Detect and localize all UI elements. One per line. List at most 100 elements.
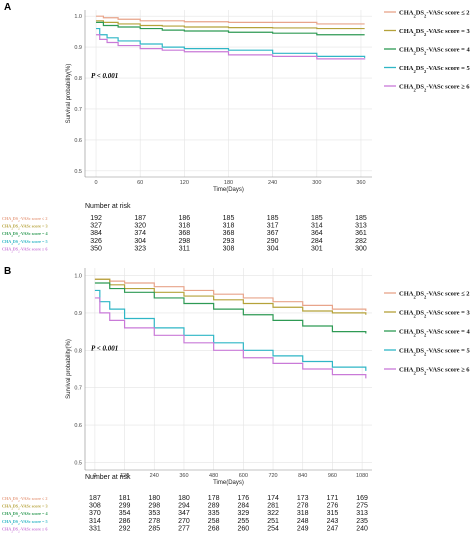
series-line-s2	[96, 15, 365, 25]
risk-value: 322	[267, 510, 279, 517]
risk-value: 318	[223, 223, 235, 230]
risk-row-label-s6: CHA2DS2-VASc score ≥ 6	[2, 526, 47, 533]
risk-row-label-s5: CHA2DS2-VASc score = 5	[2, 519, 48, 526]
risk-value: 320	[134, 223, 146, 230]
risk-value: 249	[297, 525, 309, 532]
x-tick-label: 0	[95, 180, 98, 186]
panel-letter: B	[4, 266, 11, 277]
risk-value: 354	[119, 510, 131, 517]
series-line-s6	[96, 34, 366, 60]
risk-value: 290	[267, 238, 279, 245]
risk-value: 308	[223, 245, 235, 252]
x-tick-label: 720	[268, 473, 277, 479]
risk-value: 278	[148, 518, 160, 525]
risk-value: 173	[297, 495, 309, 502]
risk-value: 185	[267, 215, 279, 222]
legend-label-s5: CHA2DS2-VASc score = 5	[399, 347, 470, 356]
risk-value: 329	[238, 510, 250, 517]
risk-value: 361	[355, 230, 367, 237]
y-tick-label: 0.5	[74, 461, 82, 467]
risk-value: 350	[90, 245, 102, 252]
risk-value: 178	[208, 495, 220, 502]
x-tick-label: 1080	[356, 473, 368, 479]
risk-value: 277	[178, 525, 190, 532]
risk-value: 187	[89, 495, 101, 502]
legend-label-s4: CHA2DS2-VASc score = 4	[399, 328, 470, 337]
risk-value: 327	[90, 223, 102, 230]
y-tick-label: 0.9	[74, 45, 82, 51]
risk-value: 254	[267, 525, 279, 532]
legend-label-s3: CHA2DS2-VASc score = 3	[399, 309, 470, 318]
risk-value: 318	[297, 510, 309, 517]
legend-label-s2: CHA2DS2-VASc score ≤ 2	[399, 9, 470, 17]
risk-value: 285	[148, 525, 160, 532]
y-tick-label: 0.8	[74, 348, 82, 354]
risk-value: 292	[119, 525, 131, 532]
risk-value: 240	[356, 525, 368, 532]
risk-value: 347	[178, 510, 190, 517]
x-tick-label: 360	[356, 180, 365, 186]
p-value-annotation: P < 0.001	[91, 72, 118, 80]
x-tick-label: 120	[120, 473, 129, 479]
series-line-s3	[94, 278, 367, 315]
risk-row-label-s4: CHA2DS2-VASc score = 4	[2, 511, 48, 518]
risk-value: 353	[148, 510, 160, 517]
x-tick-label: 240	[268, 180, 277, 186]
risk-value: 367	[267, 230, 279, 237]
y-tick-label: 0.8	[74, 76, 82, 82]
risk-value: 298	[148, 503, 160, 510]
p-value-annotation: P < 0.001	[91, 344, 118, 352]
y-tick-label: 1.0	[74, 14, 82, 20]
legend-label-s3: CHA2DS2-VASc score = 3	[399, 28, 470, 37]
risk-value: 176	[238, 495, 250, 502]
series-line-s4	[96, 21, 365, 36]
y-tick-label: 0.7	[74, 386, 82, 392]
y-tick-label: 0.9	[74, 311, 82, 317]
risk-value: 286	[119, 518, 131, 525]
y-tick-label: 1.0	[74, 273, 82, 279]
risk-value: 192	[90, 215, 102, 222]
risk-value: 308	[89, 503, 101, 510]
risk-value: 180	[148, 495, 160, 502]
risk-value: 180	[178, 495, 190, 502]
risk-value: 187	[134, 215, 146, 222]
risk-value: 318	[179, 223, 191, 230]
risk-row-label-s3: CHA2DS2-VASc score = 3	[2, 224, 48, 231]
x-tick-label: 600	[239, 473, 248, 479]
risk-value: 248	[297, 518, 309, 525]
risk-value: 304	[267, 245, 279, 252]
risk-value: 368	[179, 230, 191, 237]
risk-value: 317	[267, 223, 279, 230]
x-axis-title: Time(Days)	[213, 480, 244, 486]
risk-value: 374	[134, 230, 146, 237]
y-axis-title: Survival probability(%)	[66, 339, 72, 399]
risk-value: 370	[89, 510, 101, 517]
risk-value: 301	[311, 245, 323, 252]
risk-value: 284	[311, 238, 323, 245]
panel-letter: A	[4, 2, 11, 13]
risk-value: 326	[90, 238, 102, 245]
x-tick-label: 0	[93, 473, 96, 479]
series-line-s5	[94, 289, 367, 371]
x-tick-label: 120	[180, 180, 189, 186]
risk-value: 284	[238, 503, 250, 510]
risk-value: 300	[355, 245, 367, 252]
risk-value: 185	[311, 215, 323, 222]
risk-table-title: Number at risk	[85, 203, 131, 210]
x-tick-label: 360	[179, 473, 188, 479]
series-line-s3	[96, 20, 365, 30]
risk-table-title: Number at risk	[85, 474, 131, 481]
risk-value: 331	[89, 525, 101, 532]
risk-row-label-s2: CHA2DS2-VASc score ≤ 2	[2, 216, 47, 223]
risk-value: 323	[134, 245, 146, 252]
risk-value: 243	[327, 518, 339, 525]
y-tick-label: 0.5	[74, 169, 82, 175]
risk-value: 275	[356, 503, 368, 510]
risk-value: 281	[267, 503, 279, 510]
risk-value: 169	[356, 495, 368, 502]
risk-value: 294	[178, 503, 190, 510]
legend-label-s2: CHA2DS2-VASc score ≤ 2	[399, 290, 470, 299]
risk-value: 364	[311, 230, 323, 237]
series-line-s4	[94, 282, 367, 334]
risk-value: 255	[238, 518, 250, 525]
